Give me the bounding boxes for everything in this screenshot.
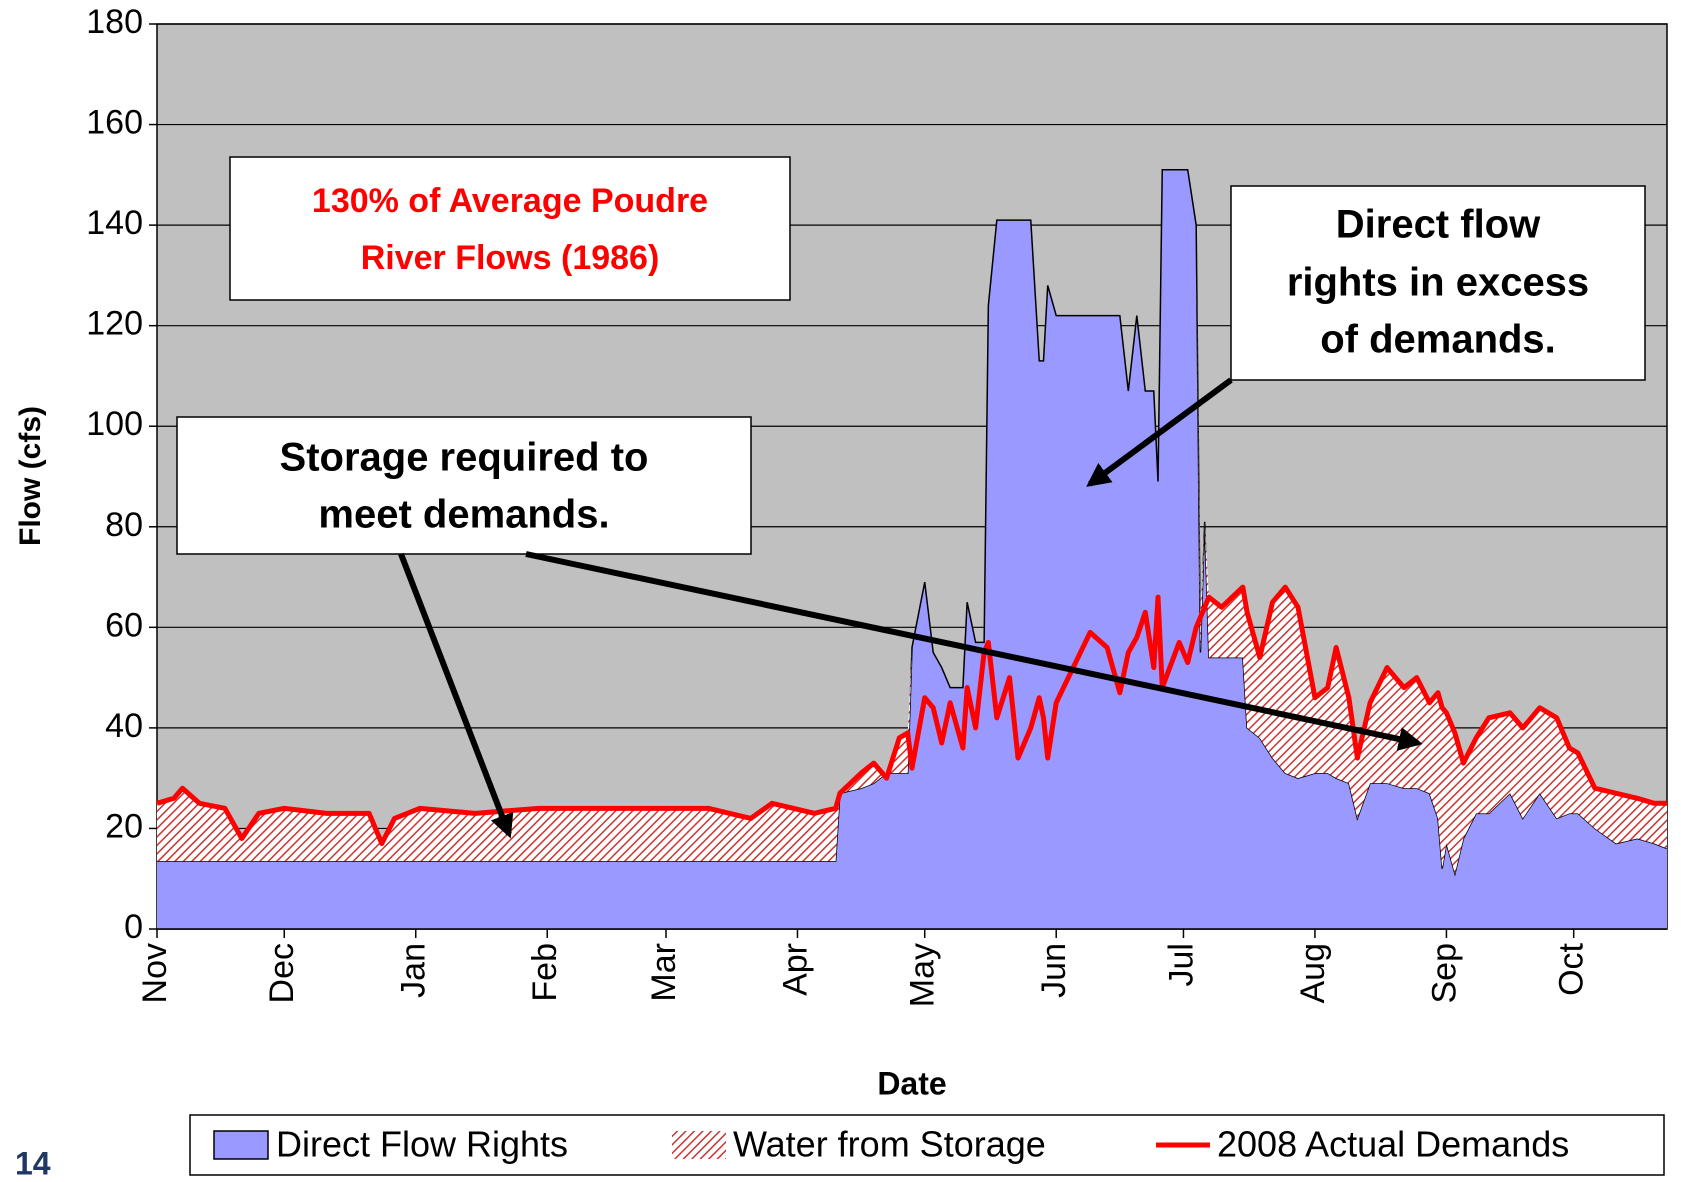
legend-label: Water from Storage xyxy=(733,1124,1046,1165)
legend-swatch xyxy=(672,1131,726,1159)
annotation-box xyxy=(176,416,752,555)
legend xyxy=(189,1114,1665,1176)
annotation-arrow xyxy=(398,552,514,839)
x-tick-label: Jul xyxy=(1162,943,1200,986)
legend-label: 2008 Actual Demands xyxy=(1217,1124,1569,1165)
annotation-box xyxy=(229,156,791,301)
page-number: 14 xyxy=(15,1145,51,1181)
legend-swatch xyxy=(213,1130,269,1160)
x-tick-label: Nov xyxy=(136,943,174,1003)
x-tick-label: Mar xyxy=(645,943,683,1002)
y-tick-label: 160 xyxy=(86,104,143,142)
annotation-text: Direct flow xyxy=(1336,203,1541,247)
x-tick-label: Jan xyxy=(395,943,433,998)
x-axis-label: Date xyxy=(877,1065,946,1101)
annotation-arrow xyxy=(1086,377,1233,487)
y-tick-label: 40 xyxy=(105,707,143,745)
annotation-box xyxy=(1230,185,1646,381)
x-tick-label: Apr xyxy=(776,943,814,996)
x-tick-label: Oct xyxy=(1553,942,1591,995)
y-tick-label: 140 xyxy=(86,204,143,242)
x-tick-label: Sep xyxy=(1425,943,1463,1004)
y-tick-label: 80 xyxy=(105,506,143,544)
annotation-text: River Flows (1986) xyxy=(361,239,660,277)
y-axis-label: Flow (cfs) xyxy=(14,406,47,546)
y-tick-label: 20 xyxy=(105,807,143,845)
y-tick-label: 0 xyxy=(124,908,143,946)
annotation-text: 130% of Average Poudre xyxy=(312,182,708,220)
y-tick-label: 100 xyxy=(86,405,143,443)
annotation-text: meet demands. xyxy=(318,493,609,537)
x-tick-label: Aug xyxy=(1294,943,1332,1004)
y-tick-label: 60 xyxy=(105,606,143,644)
annotation-text: rights in excess xyxy=(1287,261,1589,305)
legend-label: Direct Flow Rights xyxy=(276,1124,568,1165)
direct-flow-area xyxy=(157,169,1667,930)
y-tick-label: 120 xyxy=(86,305,143,343)
annotation-text: of demands. xyxy=(1320,318,1556,362)
x-tick-label: May xyxy=(904,943,942,1007)
x-tick-label: Jun xyxy=(1035,943,1073,998)
annotation-text: Storage required to xyxy=(280,436,649,480)
x-tick-label: Dec xyxy=(263,943,301,1003)
y-tick-label: 180 xyxy=(86,3,143,41)
demand-line xyxy=(156,584,1667,847)
annotation-arrow xyxy=(525,551,1423,751)
storage-area xyxy=(157,169,1667,874)
x-tick-label: Feb xyxy=(526,943,564,1002)
